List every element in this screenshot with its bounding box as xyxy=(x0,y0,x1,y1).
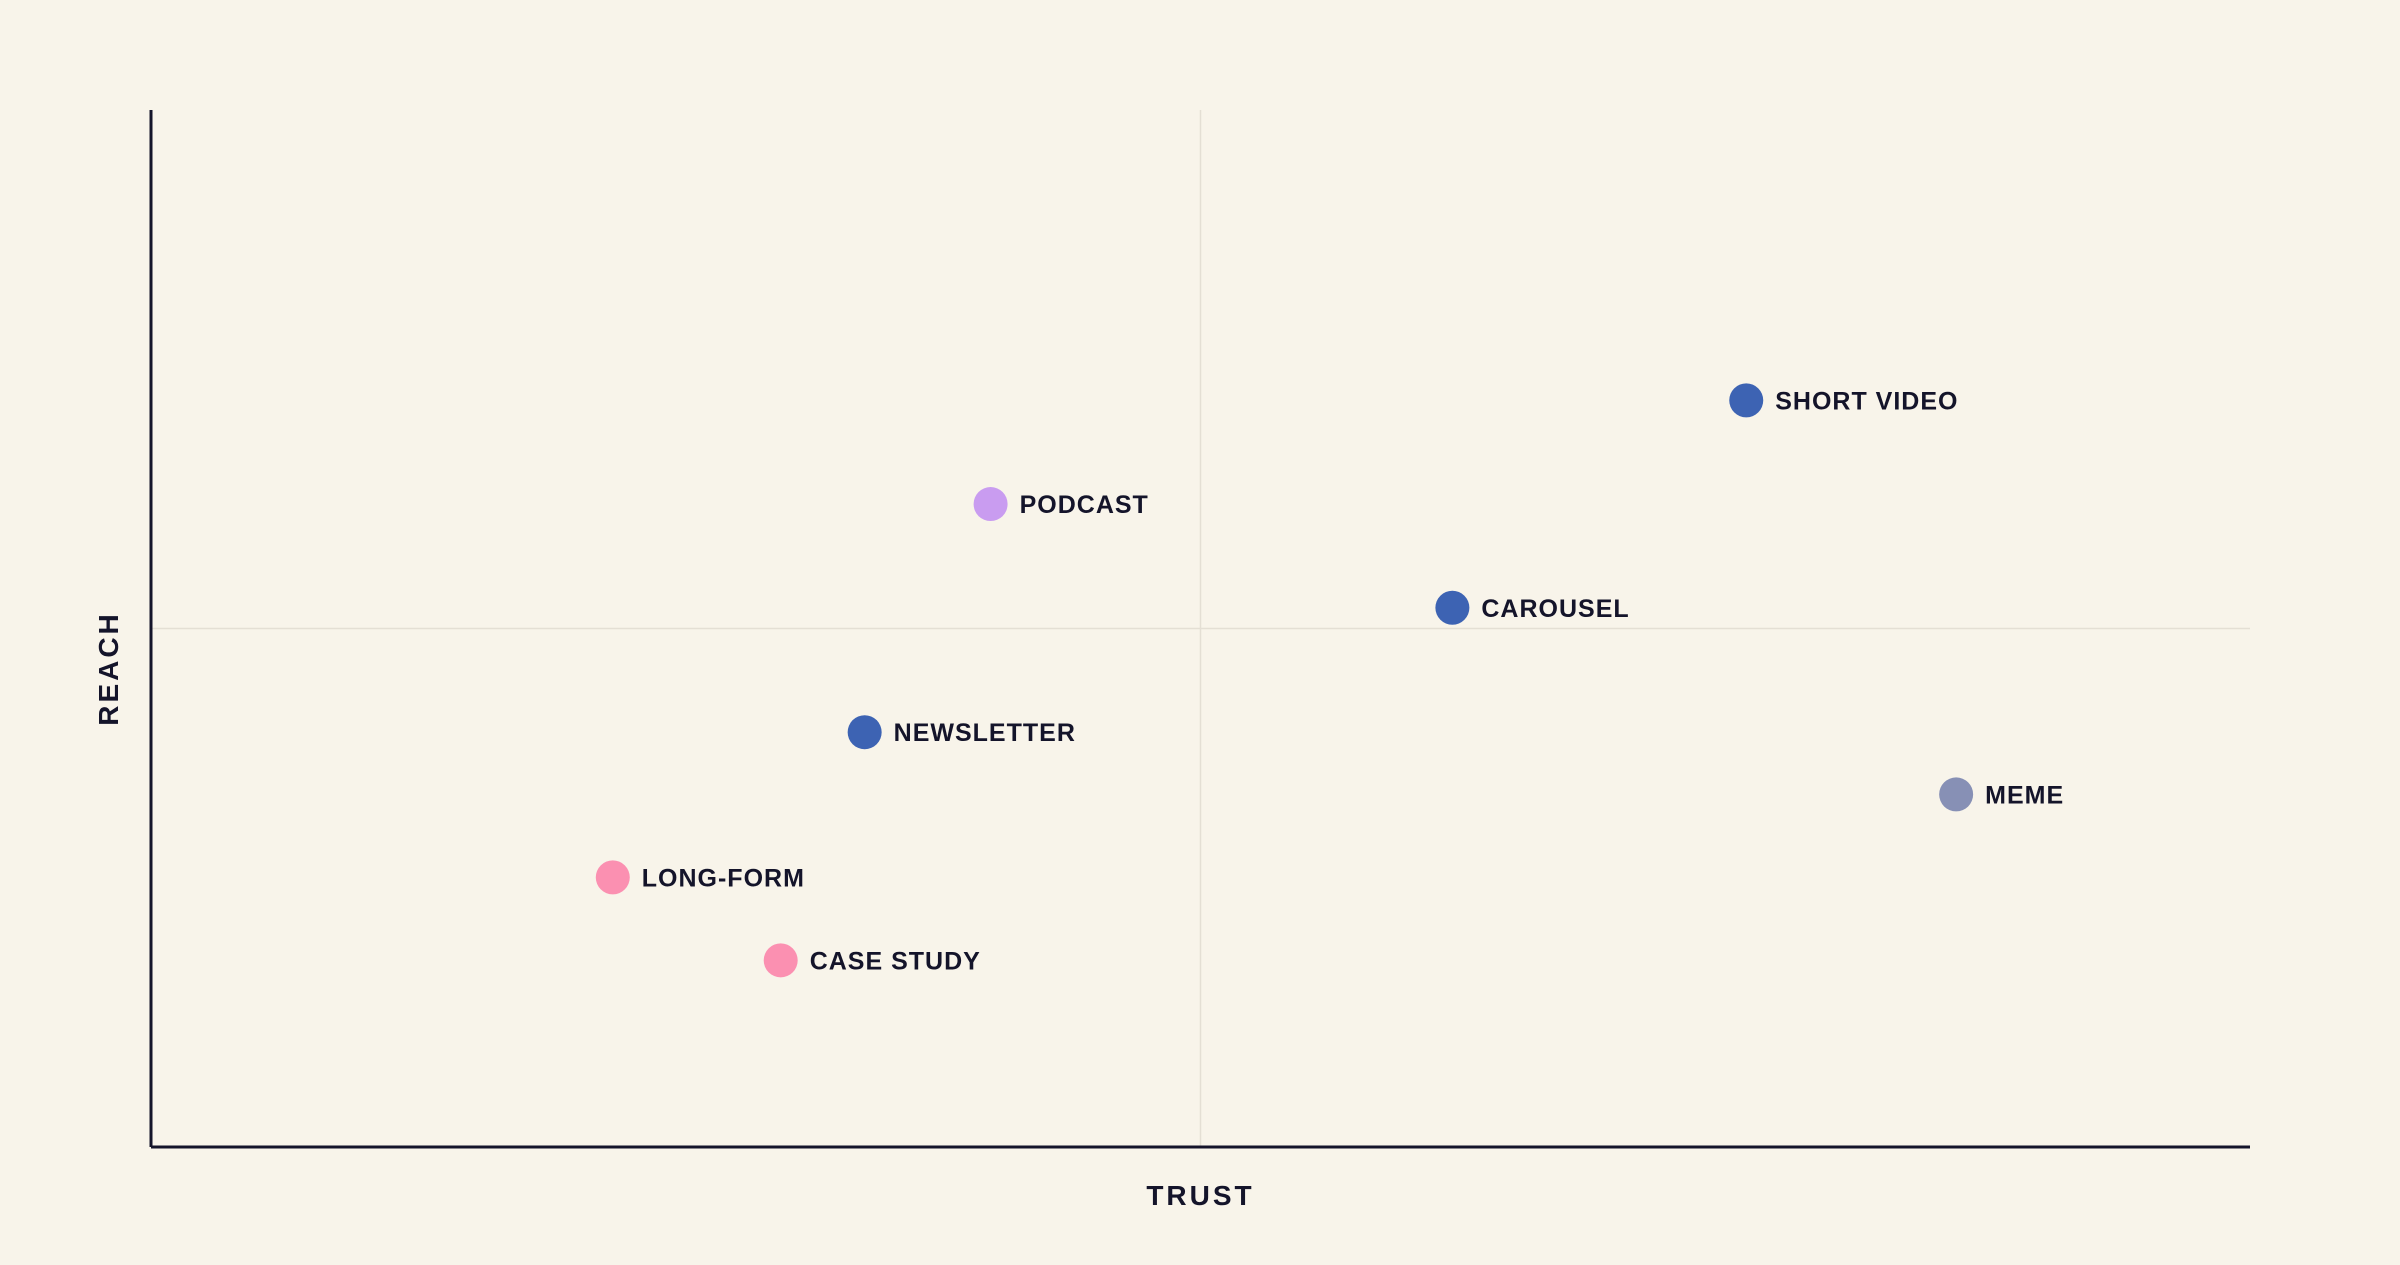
point-marker xyxy=(847,715,882,750)
data-point: CAROUSEL xyxy=(1435,590,1629,625)
data-point: SHORT VIDEO xyxy=(1729,383,1958,418)
y-axis-title: REACH xyxy=(93,611,124,726)
data-point: NEWSLETTER xyxy=(847,715,1076,750)
quadrant-dividers xyxy=(151,110,2250,1147)
point-marker xyxy=(595,860,630,895)
point-label: SHORT VIDEO xyxy=(1775,387,1958,415)
point-marker xyxy=(763,943,798,978)
point-marker xyxy=(1435,590,1470,625)
data-points: SHORT VIDEO PODCAST CAROUSEL NEWSLETTER MEME… xyxy=(595,383,2064,978)
point-marker xyxy=(1729,383,1764,418)
point-label: CAROUSEL xyxy=(1481,595,1629,623)
point-label: MEME xyxy=(1985,781,2064,809)
point-label: NEWSLETTER xyxy=(894,719,1076,747)
point-label: CASE STUDY xyxy=(810,947,981,975)
data-point: PODCAST xyxy=(973,487,1149,522)
point-label: PODCAST xyxy=(1020,491,1149,519)
point-label: LONG-FORM xyxy=(642,864,805,892)
point-marker xyxy=(1939,777,1974,812)
data-point: MEME xyxy=(1939,777,2064,812)
data-point: LONG-FORM xyxy=(595,860,805,895)
x-axis-title: TRUST xyxy=(1146,1180,1254,1211)
axes xyxy=(149,110,2250,1149)
point-marker xyxy=(973,487,1008,522)
data-point: CASE STUDY xyxy=(763,943,981,978)
